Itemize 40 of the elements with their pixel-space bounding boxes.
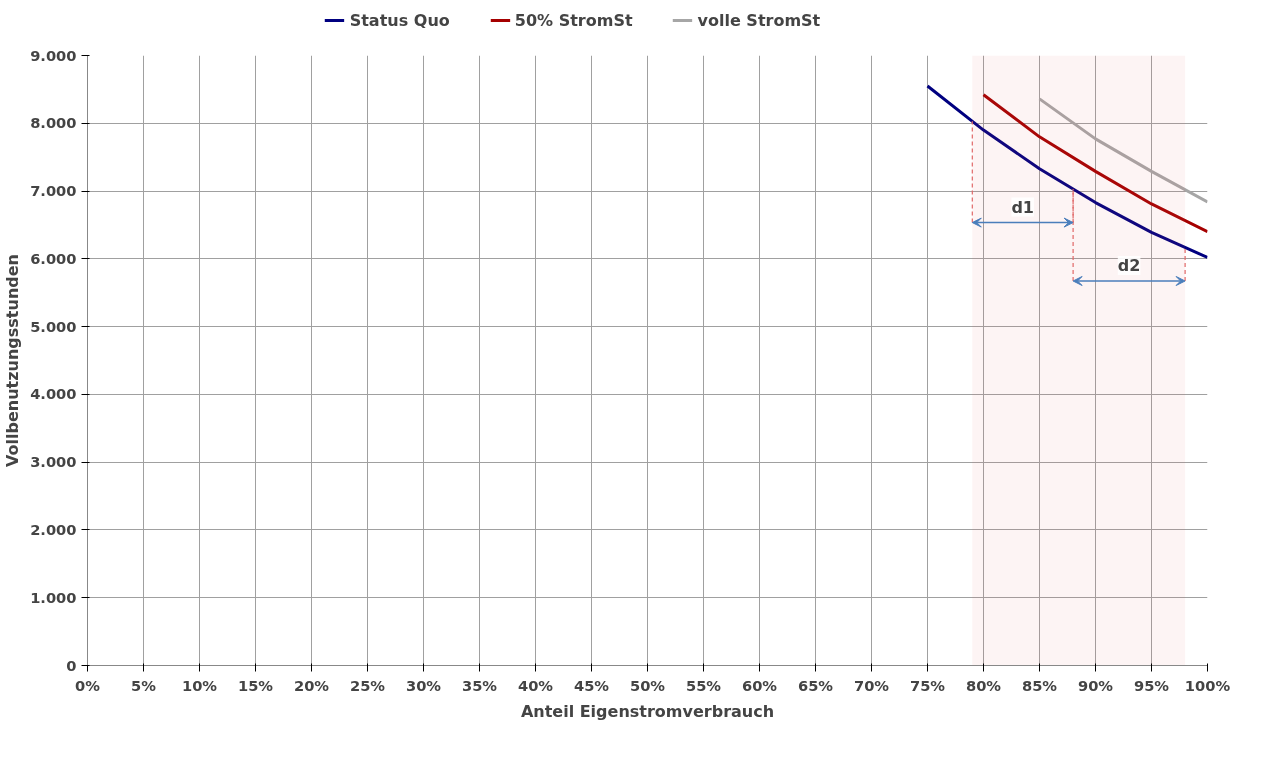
y-axis-title: Vollbenutzungsstunden: [3, 254, 23, 467]
line-series: [982, 93, 1208, 234]
x-axis-title: Anteil Eigenstromverbrauch: [520, 701, 775, 721]
x-tick-label: 10%: [181, 676, 218, 694]
x-tick-label: 5%: [131, 676, 157, 694]
x-tick-label: 90%: [1077, 676, 1114, 694]
y-tick-label: 4.000: [30, 385, 77, 403]
x-tick-label: 35%: [461, 676, 498, 694]
x-tick-label: 0%: [75, 676, 101, 694]
legend-label: Status Quo: [349, 10, 450, 30]
x-tick-label: 75%: [909, 676, 946, 694]
y-tick-label: 2.000: [30, 520, 77, 538]
x-tick-label: 20%: [293, 676, 330, 694]
y-tick-label: 1.000: [30, 588, 77, 606]
y-tick-label: 3.000: [30, 453, 77, 471]
x-tick-label: 65%: [797, 676, 834, 694]
x-tick-label: 85%: [1021, 676, 1058, 694]
x-tick-label: 100%: [1184, 676, 1231, 694]
y-tick-label: 7.000: [30, 182, 77, 200]
x-tick-label: 80%: [965, 676, 1002, 694]
x-tick-label: 95%: [1133, 676, 1170, 694]
x-tick-label: 60%: [741, 676, 778, 694]
legend-label: volle StromSt: [697, 10, 821, 30]
legend-label: 50% StromSt: [514, 10, 633, 30]
x-tick-label: 40%: [517, 676, 554, 694]
x-tick-label: 30%: [405, 676, 442, 694]
band-label: d2: [1117, 256, 1141, 275]
y-tick-label: 8.000: [30, 114, 77, 132]
y-tick-label: 5.000: [30, 317, 77, 335]
y-tick-label: 0: [66, 656, 77, 674]
y-tick-label: 9.000: [30, 46, 77, 64]
x-tick-label: 25%: [349, 676, 386, 694]
x-tick-label: 55%: [685, 676, 722, 694]
x-tick-label: 45%: [573, 676, 610, 694]
x-tick-label: 70%: [853, 676, 890, 694]
band-label: d1: [1011, 197, 1034, 217]
line-series: [926, 84, 1208, 259]
y-tick-label: 6.000: [30, 249, 77, 267]
x-tick-label: 50%: [629, 676, 666, 694]
x-tick-label: 15%: [237, 676, 274, 694]
